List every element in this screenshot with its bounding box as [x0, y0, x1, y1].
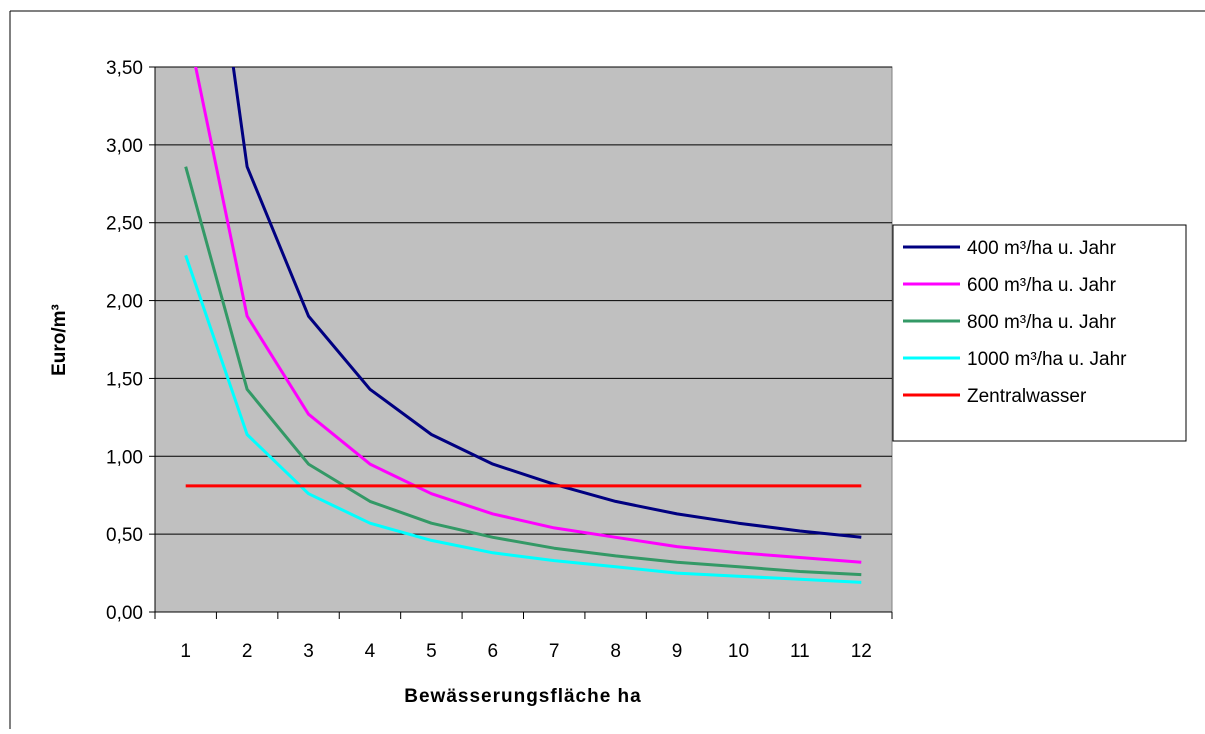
legend-label: 800 m³/ha u. Jahr	[967, 312, 1117, 333]
series-line	[231, 67, 862, 539]
series-lines	[184, 67, 862, 584]
y-tick-label: 2,50	[106, 214, 143, 235]
legend-label: 1000 m³/ha u. Jahr	[967, 349, 1127, 370]
y-tick-label: 1,50	[106, 369, 143, 390]
x-tick-label: 4	[365, 641, 376, 662]
y-tick-label: 0,00	[106, 603, 143, 624]
y-tick-label: 3,00	[106, 136, 143, 157]
x-axis-title: Bewässerungsfläche ha	[404, 686, 641, 707]
series-line	[184, 254, 862, 584]
legend-label: 400 m³/ha u. Jahr	[967, 238, 1117, 259]
y-tick-label: 2,00	[106, 292, 143, 313]
legend-label: 600 m³/ha u. Jahr	[967, 275, 1117, 296]
x-tick-label: 8	[610, 641, 621, 662]
legend-box	[892, 224, 1187, 442]
x-tick-label: 2	[242, 641, 253, 662]
gridlines	[155, 66, 892, 535]
y-axis-title: Euro/m³	[49, 304, 70, 376]
series-line	[194, 67, 862, 564]
legend-label: Zentralwasser	[967, 386, 1087, 407]
x-tick-label: 3	[303, 641, 314, 662]
y-tick-label: 3,50	[106, 58, 143, 79]
y-axis-ticks: 0,00 0,50 1,00 1,50 2,00 2,50 3,00 3,50	[106, 58, 155, 624]
x-tick-label: 11	[790, 641, 810, 662]
x-tick-label: 10	[728, 641, 749, 662]
x-tick-label: 12	[851, 641, 872, 662]
x-tick-label: 9	[672, 641, 683, 662]
x-tick-label: 7	[549, 641, 560, 662]
series-line	[184, 166, 862, 577]
x-tick-label: 5	[426, 641, 437, 662]
x-tick-label: 1	[180, 641, 191, 662]
y-tick-label: 0,50	[106, 525, 143, 546]
x-tick-label: 6	[488, 641, 499, 662]
x-axis-ticks: 1 2 3 4 5 6 7 8 9 10 11 12	[154, 612, 893, 662]
legend: 400 m³/ha u. Jahr 600 m³/ha u. Jahr 800 m³…	[892, 224, 1187, 442]
y-tick-label: 1,00	[106, 447, 143, 468]
plot-area	[154, 66, 893, 613]
